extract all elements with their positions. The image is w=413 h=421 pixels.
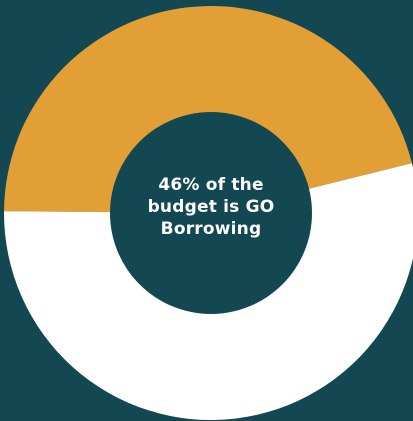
donut-hole — [110, 112, 312, 314]
center-label-line-3: Borrowing — [160, 219, 262, 239]
center-label-line-2: budget is GO — [147, 197, 275, 217]
center-label-line-1: 46% of the — [158, 175, 264, 195]
donut-slice-1 — [4, 5, 412, 214]
center-label: 46% of the budget is GO Borrowing — [131, 174, 291, 240]
